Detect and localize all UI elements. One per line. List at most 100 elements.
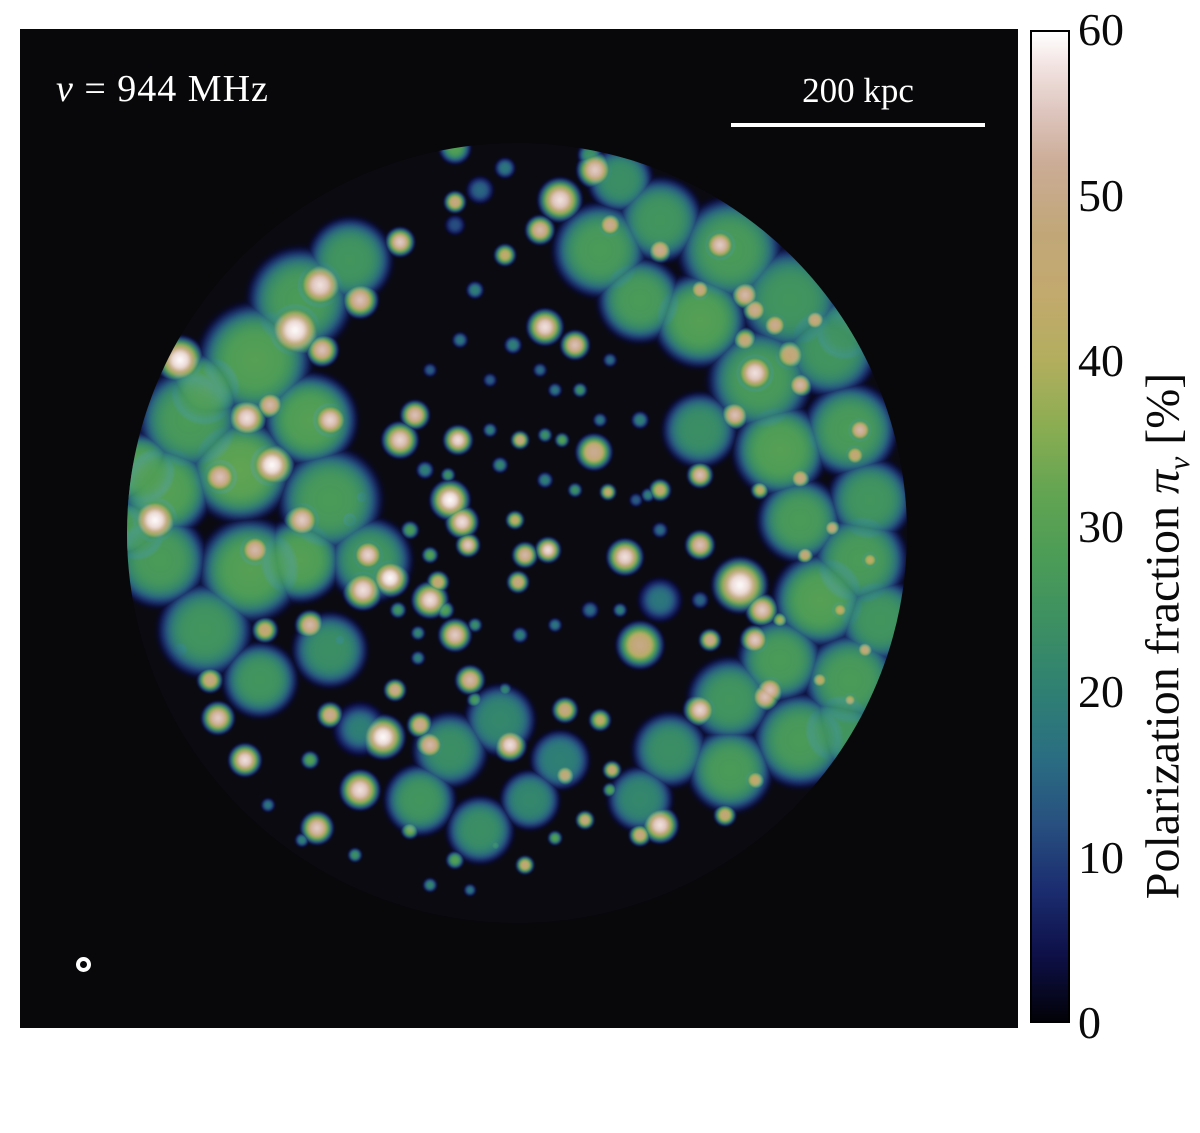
map-blob (567, 482, 583, 498)
map-blob (841, 691, 859, 709)
map-blob (547, 617, 563, 633)
map-blob (572, 382, 588, 398)
map-blob (440, 467, 456, 483)
map-blob (743, 768, 767, 792)
map-blob (614, 619, 666, 671)
map-blob (200, 457, 240, 497)
map-blob (435, 600, 455, 620)
map-blob (595, 255, 685, 345)
map-blob (200, 700, 236, 736)
map-blob (482, 372, 498, 388)
map-blob (410, 625, 426, 641)
scale-bar-line (731, 123, 985, 127)
map-blob (713, 803, 737, 827)
map-blob (750, 480, 770, 500)
map-blob (421, 546, 439, 564)
frequency-value: = 944 MHz (73, 68, 269, 110)
map-blob (698, 628, 722, 652)
map-blob (227, 742, 263, 778)
colorbar-axis-label-text: Polarization fraction (1136, 494, 1190, 900)
map-blob (237, 532, 273, 568)
map-blob (580, 600, 600, 620)
map-blob (628, 823, 652, 847)
map-blob (437, 143, 473, 166)
map-blob (547, 382, 563, 398)
map-blob (426, 570, 450, 594)
map-blob (400, 820, 420, 840)
map-blob (741, 296, 769, 324)
map-blob (575, 810, 595, 830)
map-blob (493, 243, 517, 267)
colorbar-tick-label: 0 (1078, 997, 1101, 1048)
map-blob (630, 410, 650, 430)
map-blob (688, 278, 712, 302)
map-blob (800, 690, 880, 770)
map-blob (168, 638, 192, 662)
map-blob (846, 416, 874, 444)
map-blob (129, 494, 181, 546)
map-blob (605, 537, 645, 577)
map-blob (410, 650, 426, 666)
map-blob (599, 483, 617, 501)
colorbar-tick-label: 20 (1078, 666, 1124, 717)
map-blob (196, 666, 224, 694)
colorbar-gradient (1030, 30, 1070, 1023)
map-blob (399, 399, 431, 431)
map-blob (810, 295, 880, 365)
map-blob (415, 460, 435, 480)
map-blob (492, 727, 528, 763)
map-blob (822, 518, 842, 538)
map-blob (127, 416, 137, 444)
map-blob (359, 713, 407, 761)
map-blob (612, 602, 628, 618)
map-blob (860, 550, 880, 570)
map-blob (260, 797, 276, 813)
map-blob (383, 678, 407, 702)
map-blob (532, 362, 548, 378)
map-blob (247, 440, 297, 490)
map-blob (554, 432, 570, 448)
map-blob (487, 837, 503, 853)
map-blob (786, 371, 814, 399)
map-blob (551, 696, 579, 724)
map-blob (505, 510, 525, 530)
map-blob (422, 362, 438, 378)
map-blob (510, 430, 530, 450)
map-blob (602, 782, 618, 798)
colorbar-tick-labels: 0 10 20 30 40 50 60 (1078, 7, 1188, 1046)
colorbar-tick-label: 50 (1078, 169, 1124, 221)
map-blob (682, 692, 718, 728)
map-blob (534, 536, 562, 564)
map-blob (515, 855, 535, 875)
map-blob (684, 529, 716, 561)
map-blob (739, 624, 771, 656)
map-blob (251, 616, 279, 644)
map-blob (511, 626, 529, 644)
map-blob (451, 331, 469, 349)
polarization-map-panel: ν = 944 MHz 200 kpc (20, 29, 1018, 1028)
map-blob (771, 611, 789, 629)
map-blob (454, 664, 486, 696)
map-blob (596, 211, 624, 239)
scale-bar: 200 kpc (731, 69, 985, 127)
map-blob (491, 456, 509, 474)
map-blob (646, 236, 674, 264)
map-blob (547, 830, 563, 846)
map-blob (154, 334, 206, 386)
map-blob (304, 332, 340, 368)
map-blob (493, 156, 517, 180)
map-blob (442, 424, 474, 456)
map-blob (749, 681, 781, 713)
map-blob (354, 489, 370, 505)
map-blob (220, 640, 300, 720)
map-blob (465, 280, 485, 300)
map-blob (592, 412, 608, 428)
map-blob (537, 427, 553, 443)
colorbar-axis-label: Polarization fraction πν [%] (1133, 140, 1197, 1133)
map-blob (340, 280, 380, 320)
map-blob (719, 399, 751, 431)
map-blob (452, 497, 468, 513)
map-blob (733, 351, 777, 395)
map-blob (400, 520, 420, 540)
map-blob (497, 682, 513, 698)
